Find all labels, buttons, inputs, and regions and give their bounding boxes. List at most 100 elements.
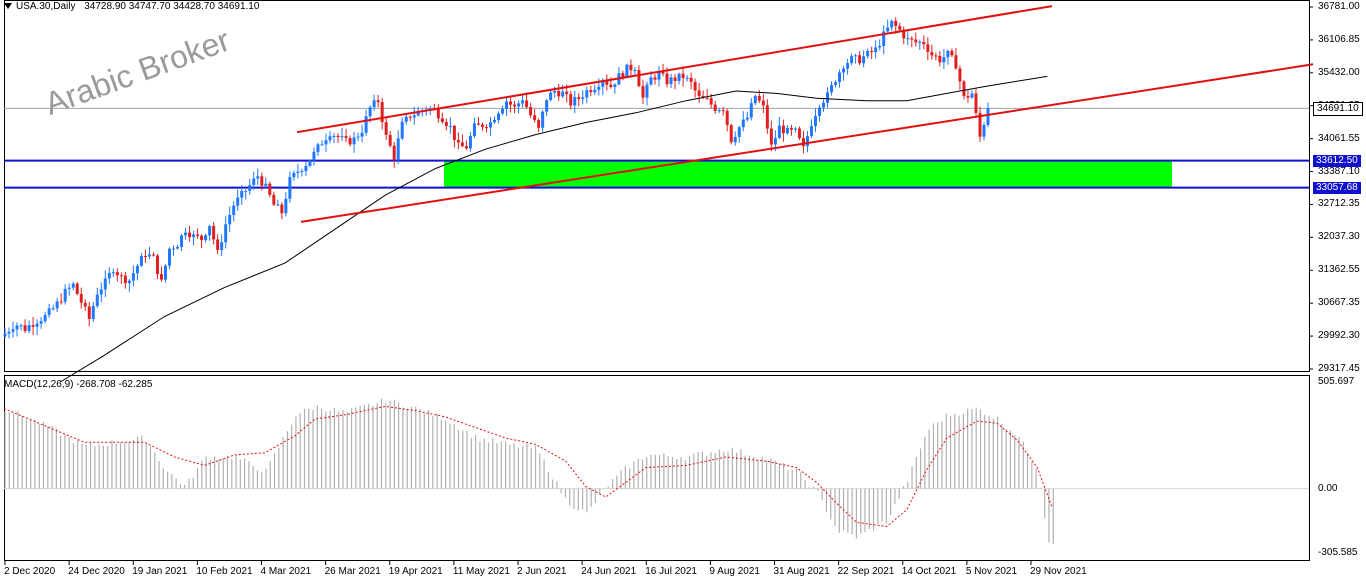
candle-body <box>886 27 890 32</box>
candle-body <box>822 102 826 108</box>
candle-body <box>978 112 982 137</box>
candle-body <box>581 97 585 99</box>
price-axis-label: 31362.55 <box>1318 264 1360 276</box>
candle-body <box>958 68 962 82</box>
candle-body <box>942 57 946 63</box>
candle-body <box>593 89 597 93</box>
time-axis-label: 19 Apr 2021 <box>388 566 443 577</box>
candle-body <box>585 90 589 98</box>
candle-body <box>661 71 665 74</box>
candle-body <box>906 38 910 40</box>
candle-body <box>59 301 63 303</box>
candle-body <box>360 132 364 137</box>
candle-body <box>838 72 842 83</box>
candle-body <box>866 50 870 57</box>
support-zone-rect <box>444 160 1172 188</box>
candle-body <box>882 31 886 46</box>
price-axis-label: 32037.30 <box>1318 231 1360 243</box>
candle-body <box>501 108 505 114</box>
candle-body <box>597 86 601 90</box>
time-axis-label: 16 Jul 2021 <box>645 566 697 577</box>
candle-body <box>15 325 19 330</box>
candle-body <box>111 272 115 274</box>
candle-body <box>890 20 894 28</box>
candle-body <box>773 137 777 145</box>
candle-body <box>87 306 91 319</box>
candle-body <box>292 172 296 178</box>
time-axis-label: 31 Aug 2021 <box>773 566 830 577</box>
chart-header[interactable]: USA.30,Daily 34728.90 34747.70 34428.70 … <box>4 1 259 12</box>
candle-body <box>380 102 384 123</box>
candle-body <box>392 145 396 160</box>
candle-body <box>725 110 729 126</box>
candle-body <box>982 125 986 137</box>
candle-body <box>460 142 464 147</box>
candle-body <box>127 280 131 284</box>
candle-body <box>472 123 476 136</box>
candle-body <box>813 115 817 127</box>
candle-body <box>986 108 990 126</box>
dropdown-triangle-icon[interactable] <box>4 3 12 10</box>
candle-body <box>609 84 613 88</box>
candle-body <box>565 91 569 95</box>
candle-body <box>352 137 356 145</box>
candle-body <box>910 38 914 40</box>
candle-body <box>870 50 874 53</box>
candle-body <box>525 100 529 108</box>
candle-body <box>47 308 51 315</box>
axis-ticks <box>4 6 1313 565</box>
support-lines <box>4 159 1309 189</box>
candle-body <box>553 90 557 93</box>
candle-body <box>625 64 629 77</box>
time-axis-label: 2 Dec 2020 <box>4 566 56 577</box>
candle-body <box>43 314 47 322</box>
price-axis-label: 29992.30 <box>1318 330 1360 342</box>
candle-body <box>926 44 930 53</box>
candle-body <box>765 105 769 129</box>
candle-body <box>649 77 653 85</box>
candle-body <box>55 301 59 309</box>
candle-body <box>115 272 119 276</box>
time-axis-label: 19 Jan 2021 <box>132 566 188 577</box>
candle-body <box>817 107 821 116</box>
candle-body <box>934 55 938 57</box>
candle-body <box>264 183 268 186</box>
candle-body <box>974 93 978 113</box>
candle-body <box>665 73 669 85</box>
candle-body <box>404 116 408 122</box>
candles <box>3 17 990 339</box>
price-channel <box>296 5 1314 223</box>
candle-body <box>537 120 541 128</box>
candle-body <box>308 160 312 166</box>
candle-body <box>850 56 854 64</box>
candle-body <box>135 265 139 274</box>
candle-body <box>966 95 970 98</box>
candle-body <box>930 52 934 56</box>
candle-body <box>244 190 248 192</box>
candle-body <box>31 325 35 327</box>
candle-body <box>777 125 781 138</box>
support-zone <box>444 160 1172 188</box>
candle-body <box>657 71 661 80</box>
candle-body <box>159 274 163 280</box>
candle-body <box>180 235 184 247</box>
candle-body <box>693 81 697 91</box>
candle-body <box>484 127 488 129</box>
candle-body <box>613 84 617 88</box>
candle-body <box>914 39 918 43</box>
candle-body <box>505 101 509 109</box>
candle-body <box>336 135 340 138</box>
candle-body <box>741 119 745 128</box>
candle-body <box>192 234 196 238</box>
candle-body <box>513 104 517 107</box>
time-axis-label: 22 Sep 2021 <box>837 566 895 577</box>
candle-body <box>677 73 681 82</box>
candle-body <box>3 333 7 337</box>
macd-indicator-label: MACD(12,26,9) -268.708 -62.285 <box>4 379 153 390</box>
candle-body <box>91 306 95 319</box>
candle-body <box>842 68 846 73</box>
price-axis-label: 35432.00 <box>1318 66 1360 78</box>
candle-body <box>172 248 176 250</box>
macd-axis-label: -305.585 <box>1318 547 1358 558</box>
candle-body <box>733 136 737 143</box>
